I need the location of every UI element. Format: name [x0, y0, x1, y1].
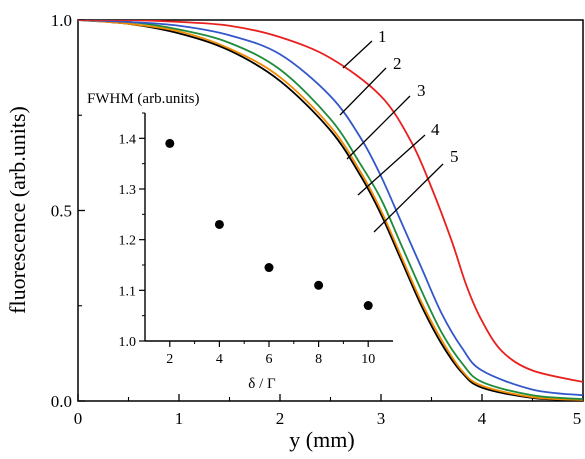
inset-data-point [214, 219, 224, 229]
series-4-line [78, 20, 583, 401]
callout-line-4 [357, 134, 426, 196]
x-tick-label: 1 [175, 409, 184, 428]
callout-line-5 [373, 163, 444, 233]
x-tick-label: 2 [276, 409, 285, 428]
x-axis-title: y (mm) [289, 427, 354, 452]
y-tick-label: 0.5 [51, 202, 72, 221]
inset-plot: 2 4 6 8 10 1.0 1.1 1.2 1.3 1.4 FWHM (arb.units) δ /… [87, 91, 393, 392]
inset-y-tick-label: 1.0 [119, 335, 137, 350]
x-tick-label: 5 [573, 409, 582, 428]
series-3-line [78, 20, 583, 400]
inset-y-tick-label: 1.2 [119, 234, 137, 249]
inset-data-point [314, 280, 324, 290]
x-tick-label: 3 [377, 409, 386, 428]
callout-label-3: 3 [417, 81, 426, 100]
inset-data-point [264, 263, 274, 273]
y-tick-label: 0.0 [51, 392, 72, 411]
callout-line-1 [342, 40, 373, 69]
curve-layer [78, 20, 583, 401]
inset-x-axis-title: δ / Γ [248, 376, 276, 392]
y-tick-label: 1.0 [51, 11, 72, 30]
callout-label-1: 1 [378, 27, 387, 46]
main-axes-frame [77, 19, 584, 402]
series-5-line [78, 20, 583, 401]
series-1-line [78, 20, 583, 383]
callout-line-2 [339, 67, 387, 116]
inset-x-tick-label: 4 [216, 352, 223, 367]
inset-x-tick-label: 10 [361, 352, 375, 367]
inset-title: FWHM (arb.units) [87, 91, 200, 107]
inset-data-point [165, 138, 175, 148]
inset-x-tick-label: 8 [315, 352, 322, 367]
inset-x-tick-label: 2 [166, 352, 173, 367]
inset-y-tick-label: 1.4 [119, 132, 137, 147]
main-plot: 0 1 2 3 4 50.00.51.0y (mm)fluorescence (arb.u… [5, 11, 584, 452]
callout-label-5: 5 [450, 147, 459, 166]
y-axis-title: fluorescence (arb.units) [5, 106, 30, 314]
inset-y-tick-label: 1.3 [119, 183, 137, 198]
x-tick-label: 0 [74, 409, 83, 428]
callout-label-4: 4 [431, 120, 440, 139]
callout-line-3 [346, 95, 411, 160]
series-2-line [78, 20, 583, 397]
callout-label-2: 2 [393, 54, 402, 73]
inset-x-tick-label: 6 [266, 352, 273, 367]
x-tick-label: 4 [478, 409, 487, 428]
inset-y-tick-label: 1.1 [119, 284, 137, 299]
inset-data-point [363, 301, 373, 311]
